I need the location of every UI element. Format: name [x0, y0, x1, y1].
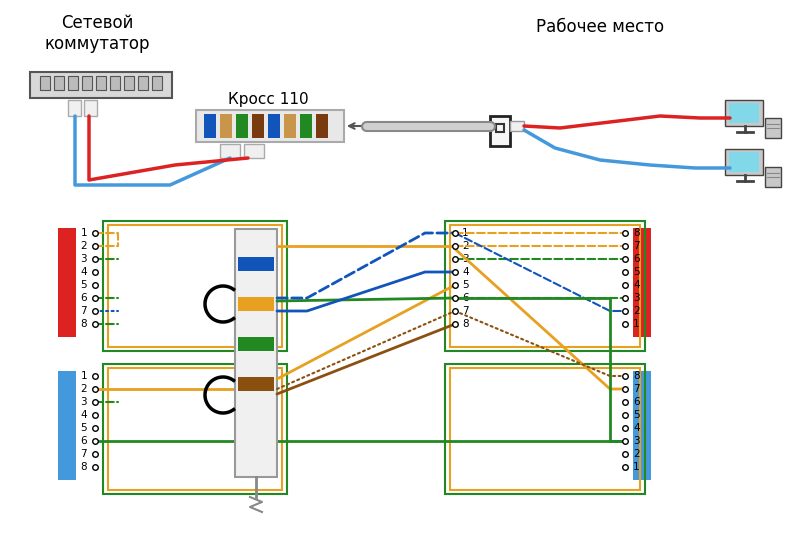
Bar	[58, 228, 76, 337]
Text: 6: 6	[80, 293, 87, 303]
Text: 8: 8	[633, 371, 640, 381]
Bar	[450, 225, 640, 347]
Bar	[633, 228, 651, 337]
Bar	[510, 121, 524, 131]
Text: 6: 6	[633, 397, 640, 407]
Text: 4: 4	[80, 267, 87, 277]
Bar	[68, 100, 81, 116]
Bar	[490, 116, 510, 146]
Bar	[68, 76, 78, 90]
Bar	[725, 100, 763, 126]
Text: Рабочее место: Рабочее место	[536, 18, 664, 36]
Bar	[103, 221, 287, 351]
Bar	[496, 124, 504, 132]
Bar	[84, 100, 97, 116]
Text: Сетевой
коммутатор: Сетевой коммутатор	[44, 14, 150, 53]
Text: 1: 1	[80, 228, 87, 238]
Bar	[108, 368, 282, 490]
Bar	[82, 76, 92, 90]
Bar	[244, 144, 264, 158]
Bar	[765, 167, 781, 187]
Bar	[445, 221, 645, 351]
Text: 4: 4	[80, 410, 87, 420]
Text: 8: 8	[462, 319, 469, 329]
Text: 4: 4	[633, 280, 640, 290]
Bar	[284, 114, 296, 138]
Text: 5: 5	[80, 280, 87, 290]
Text: 8: 8	[80, 462, 87, 472]
Bar	[204, 114, 216, 138]
Text: 5: 5	[633, 410, 640, 420]
Bar	[238, 317, 274, 331]
Bar	[300, 114, 312, 138]
Bar	[110, 76, 120, 90]
Text: 1: 1	[633, 319, 640, 329]
Text: 5: 5	[633, 267, 640, 277]
Bar	[238, 377, 274, 391]
Text: 3: 3	[633, 436, 640, 446]
Text: 1: 1	[462, 228, 469, 238]
Bar	[108, 225, 282, 347]
Text: 6: 6	[80, 436, 87, 446]
Bar	[238, 257, 274, 271]
Text: 3: 3	[633, 293, 640, 303]
Text: 1: 1	[80, 371, 87, 381]
Text: 2: 2	[462, 241, 469, 251]
Bar	[124, 76, 134, 90]
Bar	[96, 76, 106, 90]
Text: 8: 8	[80, 319, 87, 329]
Text: 7: 7	[80, 306, 87, 316]
Bar	[725, 149, 763, 175]
Bar	[729, 103, 759, 123]
Text: Кросс 110: Кросс 110	[228, 92, 308, 107]
Bar	[58, 371, 76, 480]
Text: 3: 3	[80, 254, 87, 264]
Text: 1: 1	[633, 462, 640, 472]
Bar	[235, 229, 277, 477]
Text: 5: 5	[80, 423, 87, 433]
Bar	[236, 114, 248, 138]
Bar	[196, 110, 344, 142]
Bar	[445, 364, 645, 494]
Bar	[252, 114, 264, 138]
Text: 4: 4	[633, 423, 640, 433]
Bar	[54, 76, 64, 90]
Text: 5: 5	[462, 280, 469, 290]
Bar	[220, 114, 232, 138]
Bar	[765, 118, 781, 138]
Bar	[138, 76, 148, 90]
Text: 4: 4	[462, 267, 469, 277]
Bar	[450, 368, 640, 490]
Text: 2: 2	[80, 241, 87, 251]
Bar	[730, 164, 743, 174]
Text: 2: 2	[633, 449, 640, 459]
Bar	[238, 277, 274, 291]
Bar	[238, 357, 274, 371]
Text: 2: 2	[633, 306, 640, 316]
Bar	[268, 114, 280, 138]
Text: 7: 7	[462, 306, 469, 316]
Bar	[152, 76, 162, 90]
Text: 2: 2	[80, 384, 87, 394]
Bar	[729, 152, 759, 172]
Bar	[103, 364, 287, 494]
Bar	[238, 337, 274, 351]
Bar	[316, 114, 328, 138]
Bar	[238, 297, 274, 311]
Bar	[238, 237, 274, 251]
Text: 7: 7	[633, 241, 640, 251]
Bar	[633, 371, 651, 480]
Text: 8: 8	[633, 228, 640, 238]
Bar	[730, 114, 743, 124]
Text: 3: 3	[462, 254, 469, 264]
Bar	[30, 72, 172, 98]
Text: 7: 7	[80, 449, 87, 459]
Text: 3: 3	[80, 397, 87, 407]
Bar	[40, 76, 50, 90]
Text: 6: 6	[633, 254, 640, 264]
Text: 7: 7	[633, 384, 640, 394]
Bar	[220, 144, 240, 158]
Text: 6: 6	[462, 293, 469, 303]
